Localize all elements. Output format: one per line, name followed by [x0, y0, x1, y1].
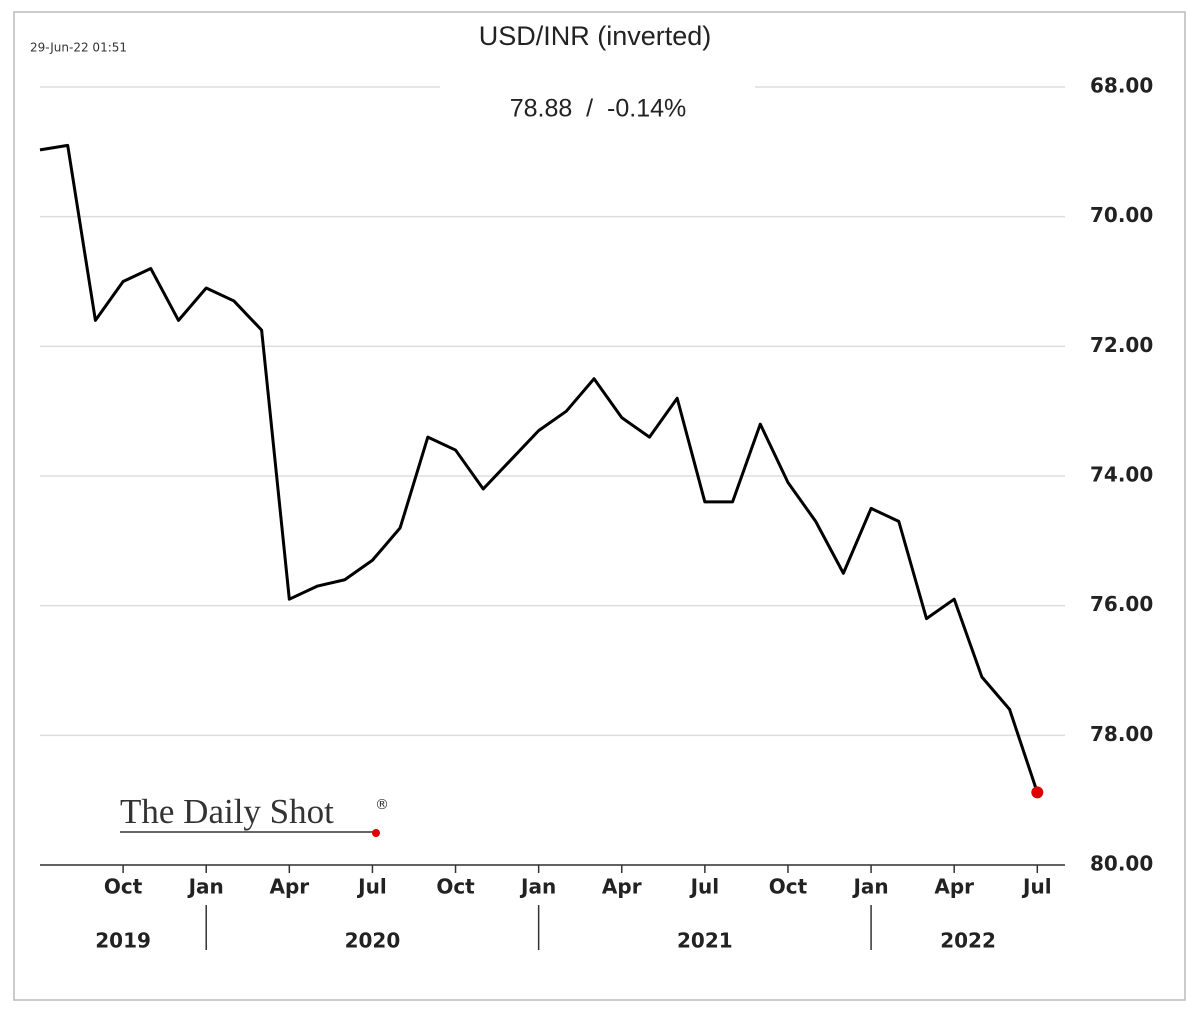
y-tick-label: 74.00 [1090, 463, 1153, 487]
x-tick-label: Apr [602, 875, 642, 899]
y-tick-label: 70.00 [1090, 203, 1153, 227]
y-tick-label: 72.00 [1090, 333, 1153, 357]
x-tick-label: Jul [356, 875, 387, 899]
x-tick-label: Jul [1021, 875, 1052, 899]
year-label: 2019 [95, 929, 151, 953]
logo-mark: ® [375, 797, 389, 813]
y-tick-label: 80.00 [1090, 852, 1153, 876]
frame [13, 11, 1186, 1001]
chart-title: USD/INR (inverted) [479, 21, 712, 51]
line [39, 143, 1039, 793]
x-tick-label: Apr [934, 875, 974, 899]
title-backdrop [440, 70, 755, 110]
x-tick-label: Oct [104, 875, 143, 899]
y-tick-label: 78.00 [1090, 722, 1153, 746]
x-tick-label: Jan [851, 875, 888, 899]
x-tick-label: Oct [436, 875, 475, 899]
y-tick-label: 76.00 [1090, 592, 1153, 616]
logo-dot [372, 829, 380, 837]
year-label: 2021 [677, 929, 733, 953]
last-point [1031, 786, 1044, 799]
x-tick-label: Apr [269, 875, 309, 899]
plot: 68.00 70.00 72.00 74.00 76.00 78.00 80.00 Oct Ja… [39, 74, 1153, 953]
x-tick-label: Jul [689, 875, 720, 899]
logo: The Daily Shot [120, 792, 334, 831]
timestamp: 29-Jun-22 01:51 [30, 41, 127, 55]
y-tick-label: 68.00 [1090, 74, 1153, 98]
year-label: 2022 [940, 929, 996, 953]
x-tick-label: Oct [769, 875, 808, 899]
year-label: 2020 [345, 929, 401, 953]
x-tick-label: Jan [519, 875, 556, 899]
subtitle: 78.88 / -0.14% [510, 95, 687, 123]
x-tick-label: Jan [187, 875, 224, 899]
